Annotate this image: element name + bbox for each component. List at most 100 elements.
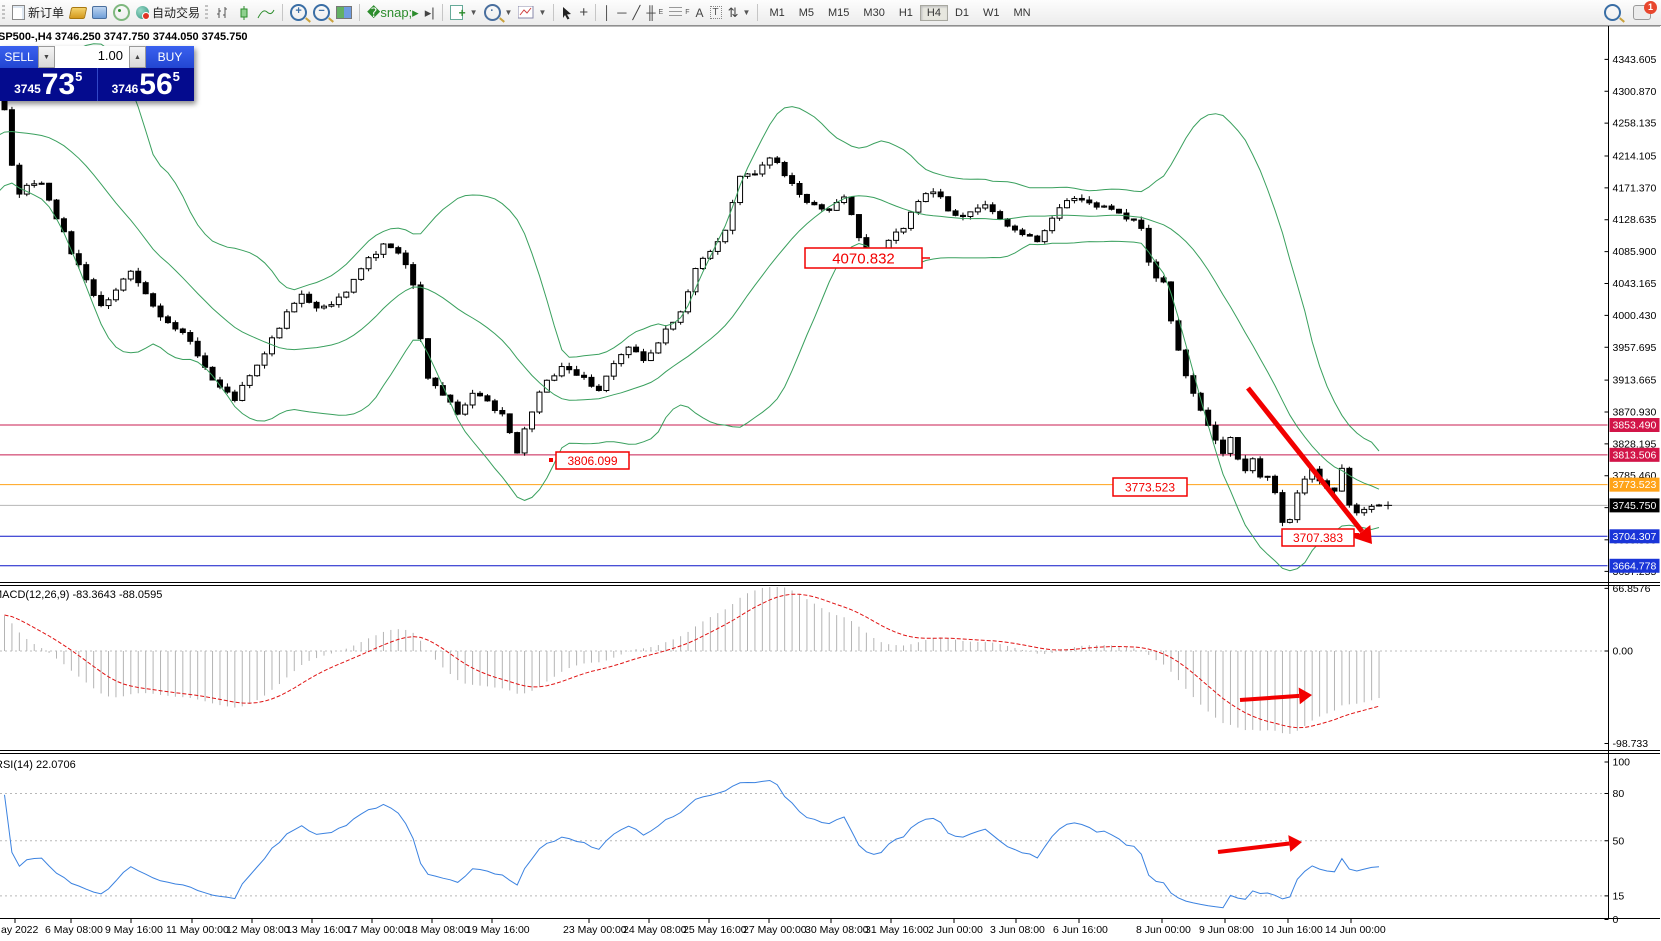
candle-body xyxy=(514,432,521,454)
timeframe-button-h1[interactable]: H1 xyxy=(898,6,913,19)
price-callout-3806.099[interactable]: 3806.099 xyxy=(555,451,630,470)
new-order-button[interactable]: 新订单 xyxy=(9,3,67,22)
candle-body xyxy=(536,391,543,413)
buy-price-display[interactable]: 3746 56 5 xyxy=(98,68,195,101)
candle-body xyxy=(172,322,179,330)
callout-text: 3773.523 xyxy=(1125,480,1175,494)
volume-decrease-button[interactable]: ▼ xyxy=(38,46,55,68)
candle-body xyxy=(1004,218,1011,227)
trendline-icon: ╱ xyxy=(632,4,641,20)
candle-body xyxy=(1026,234,1033,237)
candle-body xyxy=(350,278,357,293)
candle-body xyxy=(692,268,699,293)
indicators-icon xyxy=(518,6,534,19)
timeframe-button-w1[interactable]: W1 xyxy=(983,6,1000,19)
trend-arrow-shaft xyxy=(1217,841,1290,854)
auto-scroll-button[interactable]: ▸| xyxy=(422,5,438,21)
buy-button[interactable]: BUY xyxy=(146,46,194,68)
candle-body xyxy=(179,328,186,334)
zoom-out-button[interactable]: − xyxy=(310,3,333,22)
trend-arrow[interactable] xyxy=(1217,835,1302,854)
search-icon[interactable] xyxy=(1604,4,1621,21)
separator xyxy=(553,4,555,21)
timeframe-button-h4[interactable]: H4 xyxy=(919,4,948,21)
toolbar-grip[interactable] xyxy=(2,4,5,21)
price-badge-bg xyxy=(1609,418,1660,432)
new-chart-button[interactable]: + ▼ xyxy=(447,4,481,21)
hline-tool-button[interactable]: ─ xyxy=(614,5,629,21)
volume-input[interactable]: 1.00 xyxy=(55,46,129,68)
price-callout-3773.523[interactable]: 3773.523 xyxy=(1112,477,1188,497)
indicators-button[interactable]: ▼ xyxy=(515,5,549,20)
macd-indicator-label: MACD(12,26,9) -83.3643 -88.0595 xyxy=(0,589,163,601)
candle-chart-mode-button[interactable] xyxy=(234,5,254,21)
candle-body xyxy=(142,282,149,295)
candle-body xyxy=(291,302,298,313)
price-callout-3707.383[interactable]: 3707.383 xyxy=(1281,528,1355,547)
signals-button[interactable] xyxy=(110,3,133,22)
volume-increase-button[interactable]: ▲ xyxy=(129,46,146,68)
toolbar-grip[interactable] xyxy=(205,4,209,21)
timeframe-button-m1[interactable]: M1 xyxy=(769,6,785,19)
candle-body xyxy=(1049,217,1056,232)
trend-arrow-shaft xyxy=(1239,693,1300,702)
timeframe-button-m5[interactable]: M5 xyxy=(798,6,815,19)
vline-tool-button[interactable]: │ xyxy=(600,5,614,21)
timeframe-button-m15[interactable]: M15 xyxy=(828,6,850,19)
trend-arrow[interactable] xyxy=(1239,687,1312,705)
timeframe-button-m30[interactable]: M30 xyxy=(863,6,885,19)
text-tool-button[interactable]: A xyxy=(693,5,707,21)
fibonacci-tool-button[interactable]: F xyxy=(666,6,692,19)
candle-body xyxy=(224,386,231,393)
candle-body xyxy=(1145,227,1152,263)
timeframe-button-d1[interactable]: D1 xyxy=(954,6,970,19)
candle-body xyxy=(306,293,313,303)
label-tool-button[interactable]: T xyxy=(707,5,725,20)
tile-windows-icon xyxy=(336,6,353,19)
crosshair-tool-button[interactable]: + xyxy=(576,5,591,21)
trendline-tool-button[interactable]: ╱ xyxy=(630,5,644,21)
chevron-down-icon: ▼ xyxy=(742,8,751,17)
chart-shift-button[interactable]: �snap;▸ xyxy=(364,5,422,21)
buy-price-sup: 5 xyxy=(172,69,180,84)
arrows-tool-button[interactable]: ⇅ ▼ xyxy=(725,5,754,21)
price-tick-label: 3913.665 xyxy=(1613,375,1657,387)
sell-button[interactable]: SELL xyxy=(0,46,38,68)
candle-body xyxy=(774,157,781,163)
zoom-in-button[interactable]: + xyxy=(287,3,310,22)
candle-body xyxy=(150,293,157,307)
trend-arrow[interactable] xyxy=(1246,386,1372,544)
candle-body xyxy=(1361,508,1368,514)
periods-button[interactable]: · ▼ xyxy=(481,3,516,22)
price-tick-label: 3870.930 xyxy=(1613,406,1657,418)
candle-body xyxy=(781,161,788,177)
tile-windows-button[interactable] xyxy=(333,5,355,20)
price-callout-4070.832[interactable]: 4070.832 xyxy=(804,247,923,269)
rsi-tick-label: 0 xyxy=(1613,914,1619,926)
line-chart-mode-button[interactable] xyxy=(254,5,278,21)
candle-body xyxy=(662,328,669,344)
candle-body xyxy=(766,157,773,166)
price-tick-label: 4258.135 xyxy=(1613,118,1657,130)
sell-price-display[interactable]: 3745 73 5 xyxy=(0,68,98,101)
candle-body xyxy=(573,369,580,376)
auto-trading-icon xyxy=(136,6,151,20)
market-watch-button[interactable] xyxy=(67,6,89,20)
data-window-button[interactable] xyxy=(89,5,110,20)
chat-icon[interactable]: 1 xyxy=(1633,1,1657,20)
cursor-tool-button[interactable] xyxy=(558,5,576,21)
candle-body xyxy=(974,207,981,213)
bollinger-upper xyxy=(0,43,1380,452)
callout-text: 4070.832 xyxy=(832,250,895,267)
auto-trading-button[interactable]: 自动交易 xyxy=(133,3,203,22)
plus-icon: + xyxy=(458,5,466,20)
arrows-icon: ⇅ xyxy=(727,4,739,20)
auto-scroll-icon: ▸| xyxy=(424,4,435,20)
timeframe-button-mn[interactable]: MN xyxy=(1013,6,1031,19)
candle-body xyxy=(98,294,105,307)
candle-body xyxy=(1041,230,1048,243)
bar-chart-mode-button[interactable] xyxy=(212,5,234,21)
candle-body xyxy=(202,355,209,368)
channel-tool-button[interactable]: ╫ E xyxy=(646,4,664,20)
